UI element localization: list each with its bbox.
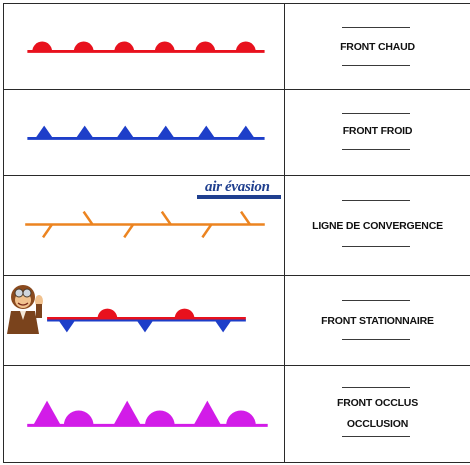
stationary-front-cold-triangle	[57, 319, 76, 333]
pilot-mascot-icon	[7, 285, 43, 334]
occluded-front-semicircle	[63, 410, 94, 426]
warm-front-symbol-cell	[3, 3, 285, 90]
answer-line-bottom	[342, 246, 410, 247]
occluded-front-label-line-2: OCCLUSION	[346, 418, 409, 430]
legend-row-occluded-front: FRONT OCCLUS OCCLUSION	[3, 365, 470, 463]
cold-front-name-cell: FRONT FROID	[284, 89, 470, 176]
answer-line-top	[342, 387, 410, 388]
convergence-tick-up	[82, 210, 94, 226]
stationary-front-warm-semicircle	[97, 308, 118, 319]
stationary-front-warm-semicircle	[174, 308, 195, 319]
cold-front-symbol-cell	[3, 89, 285, 176]
legend-row-warm-front: FRONT CHAUD	[3, 3, 470, 90]
legend-row-stationary-front: FRONT STATIONNAIRE	[3, 275, 470, 366]
warm-front-semicircle	[195, 41, 216, 52]
air-evasion-logo: air évasion	[197, 179, 281, 201]
occluded-front-label-line-1: FRONT OCCLUS	[336, 397, 418, 409]
stationary-front-cold-triangle	[214, 319, 233, 333]
occluded-front-symbol-cell	[3, 365, 285, 463]
cold-front-triangle	[197, 125, 216, 139]
legend-row-convergence-line: air évasion LIGNE DE CONVERGENCE	[3, 175, 470, 276]
answer-line-top	[342, 300, 410, 301]
convergence-tick-down	[201, 223, 213, 239]
answer-line-bottom	[342, 149, 410, 150]
front-legend-table: FRONT CHAUD FRONT FROID	[3, 3, 470, 463]
cold-front-triangle	[75, 125, 94, 139]
convergence-tick-up	[240, 210, 251, 226]
answer-line-top	[342, 27, 410, 28]
convergence-tick-up	[160, 210, 172, 226]
cold-front-triangle	[35, 125, 54, 139]
occluded-front-semicircle	[226, 410, 256, 426]
convergence-line-label: LIGNE DE CONVERGENCE	[312, 220, 443, 232]
warm-front-name-cell: FRONT CHAUD	[284, 3, 470, 90]
cold-front-symbol	[27, 125, 265, 140]
cold-front-triangle	[116, 125, 135, 139]
cold-front-label: FRONT FROID	[342, 125, 413, 137]
cold-front-triangle	[236, 125, 255, 139]
convergence-line-name-cell: LIGNE DE CONVERGENCE	[284, 175, 470, 276]
air-evasion-logo-bar	[197, 195, 281, 199]
convergence-line-symbol-cell: air évasion	[3, 175, 285, 276]
stationary-front-symbol-cell	[3, 275, 285, 366]
occluded-front-triangle	[113, 400, 142, 426]
answer-line-top	[342, 113, 410, 114]
convergence-tick-down	[42, 223, 53, 239]
answer-line-top	[342, 200, 410, 201]
stationary-front-cold-triangle	[136, 319, 154, 333]
warm-front-symbol	[27, 41, 265, 53]
convergence-line-symbol	[25, 210, 265, 239]
occluded-front-name-cell: FRONT OCCLUS OCCLUSION	[284, 365, 470, 463]
warm-front-semicircle	[235, 41, 256, 52]
answer-line-bottom	[342, 436, 410, 437]
occluded-front-triangle	[193, 400, 222, 426]
answer-line-bottom	[342, 65, 410, 66]
occluded-front-symbol	[27, 400, 268, 427]
stationary-front-name-cell: FRONT STATIONNAIRE	[284, 275, 470, 366]
warm-front-semicircle	[154, 41, 175, 52]
warm-front-semicircle	[32, 41, 53, 52]
occluded-front-triangle	[33, 400, 61, 426]
occluded-front-semicircle	[144, 410, 175, 426]
stationary-front-symbol	[47, 308, 246, 333]
air-evasion-logo-text: air évasion	[205, 179, 270, 195]
legend-row-cold-front: FRONT FROID	[3, 89, 470, 176]
warm-front-semicircle	[114, 41, 135, 52]
warm-front-label: FRONT CHAUD	[340, 41, 415, 53]
warm-front-semicircle	[73, 41, 94, 52]
answer-line-bottom	[342, 339, 410, 340]
cold-front-triangle	[156, 125, 175, 139]
stationary-front-label: FRONT STATIONNAIRE	[321, 315, 434, 327]
convergence-tick-down	[123, 223, 135, 239]
